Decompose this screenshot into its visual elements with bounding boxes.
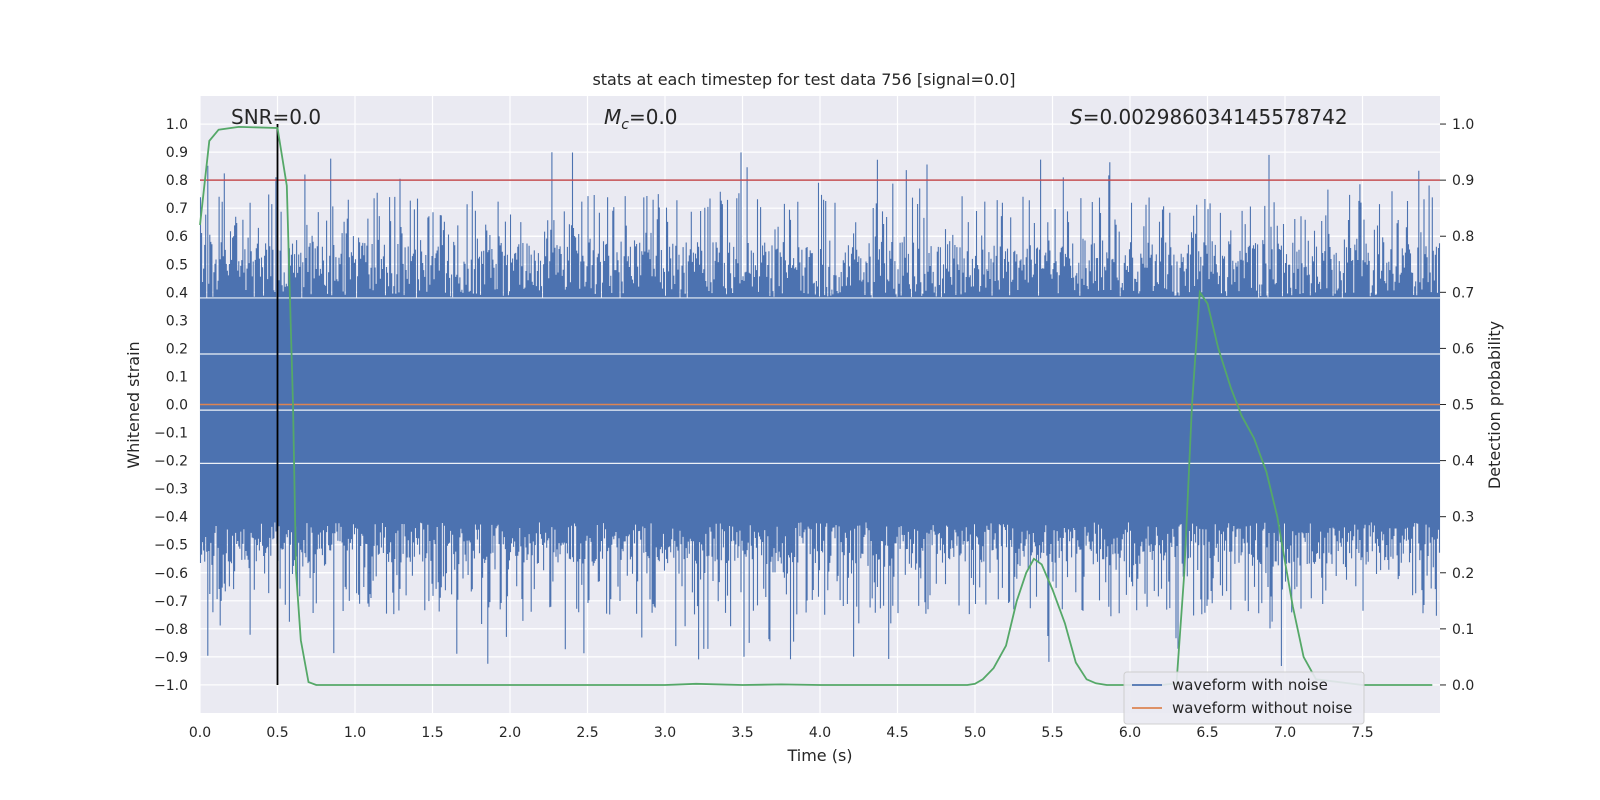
- y-tick-label-left: 0.2: [166, 341, 188, 357]
- x-axis-label: Time (s): [786, 746, 852, 765]
- y-tick-label-left: 0.1: [166, 369, 188, 385]
- x-tick-label: 3.0: [654, 725, 676, 741]
- probability-line: [199, 125, 1433, 686]
- y-tick-label-right: 0.0: [1452, 678, 1474, 694]
- chirp-mass-annotation: Mc=0.0: [604, 105, 678, 133]
- x-tick-label: 2.0: [499, 725, 521, 741]
- right-axis: 1.0 0.9 0.8 0.7 0.6 0.5 0.4 0.3 0.2 0.1 0.0: [1440, 117, 1474, 694]
- y-tick-label-left: 0.0: [166, 398, 188, 414]
- y-tick-label-left: −0.4: [154, 510, 188, 526]
- y-tick-label-left: 1.0: [166, 117, 188, 133]
- y-tick-label-right: 0.5: [1452, 398, 1474, 414]
- y-tick-label-left: 0.9: [166, 145, 188, 161]
- left-axis: 1.0 0.9 0.8 0.7 0.6 0.5 0.4 0.3 0.2 0.1 0.0 −0.1 −0.…: [154, 117, 188, 694]
- y-tick-label-left: −1.0: [154, 678, 188, 694]
- x-tick-label: 5.0: [964, 725, 986, 741]
- y-tick-label-right: 0.7: [1452, 285, 1474, 301]
- x-tick-label: 2.5: [576, 725, 598, 741]
- x-axis: 0.0 0.5 1.0 1.5 2.0 2.5 3.0 3.5 4.0 4.5 5.0 5.5 6.0 6…: [189, 725, 1374, 741]
- y-tick-label-left: −0.3: [154, 482, 188, 498]
- y-tick-label-right: 0.9: [1452, 173, 1474, 189]
- x-tick-label: 0.5: [266, 725, 288, 741]
- legend-label-clean: waveform without noise: [1172, 699, 1352, 717]
- x-tick-label: 0.0: [189, 725, 211, 741]
- y-tick-label-right: 0.2: [1452, 566, 1474, 582]
- y-tick-label-right: 0.3: [1452, 510, 1474, 526]
- y-tick-label-right: 0.6: [1452, 341, 1474, 357]
- x-tick-label: 1.0: [344, 725, 366, 741]
- y-tick-label-left: −0.6: [154, 566, 188, 582]
- y-tick-label-left: 0.8: [166, 173, 188, 189]
- y-tick-label-left: −0.5: [154, 538, 188, 554]
- y-tick-label-left: −0.8: [154, 622, 188, 638]
- x-tick-label: 5.5: [1041, 725, 1063, 741]
- chart-title: stats at each timestep for test data 756…: [592, 70, 1015, 89]
- x-tick-label: 3.5: [731, 725, 753, 741]
- legend-box: [1123, 671, 1365, 725]
- x-tick-label: 4.0: [809, 725, 831, 741]
- y-axis-label-right: Detection probability: [1485, 321, 1504, 489]
- snr-annotation: SNR=0.0: [231, 105, 321, 129]
- y-axis-label-left: Whitened strain: [124, 341, 143, 468]
- y-tick-label-left: 0.5: [166, 257, 188, 273]
- y-tick-label-left: −0.2: [154, 454, 188, 470]
- noisy-waveform-series: [199, 152, 1441, 666]
- x-tick-label: 7.5: [1351, 725, 1373, 741]
- noise-spikes: [199, 152, 1441, 666]
- x-tick-label: 1.5: [421, 725, 443, 741]
- x-tick-label: 6.5: [1196, 725, 1218, 741]
- y-tick-label-left: −0.1: [154, 426, 188, 442]
- y-tick-label-left: 0.4: [166, 285, 188, 301]
- x-tick-label: 4.5: [886, 725, 908, 741]
- y-tick-label-right: 0.8: [1452, 229, 1474, 245]
- legend: waveform with noise waveform without noi…: [1123, 671, 1365, 725]
- x-tick-label: 7.0: [1274, 725, 1296, 741]
- y-tick-label-right: 0.4: [1452, 454, 1474, 470]
- y-tick-label-left: 0.6: [166, 229, 188, 245]
- y-tick-label-left: 0.3: [166, 313, 188, 329]
- score-annotation: S=0.002986034145578742: [1070, 105, 1348, 129]
- y-tick-label-left: 0.7: [166, 201, 188, 217]
- x-tick-label: 6.0: [1119, 725, 1141, 741]
- y-tick-label-right: 0.1: [1452, 622, 1474, 638]
- y-tick-label-left: −0.7: [154, 594, 188, 610]
- y-tick-label-left: −0.9: [154, 650, 188, 666]
- lines: [199, 124, 1440, 686]
- y-tick-label-right: 1.0: [1452, 117, 1474, 133]
- legend-label-noise: waveform with noise: [1172, 676, 1328, 694]
